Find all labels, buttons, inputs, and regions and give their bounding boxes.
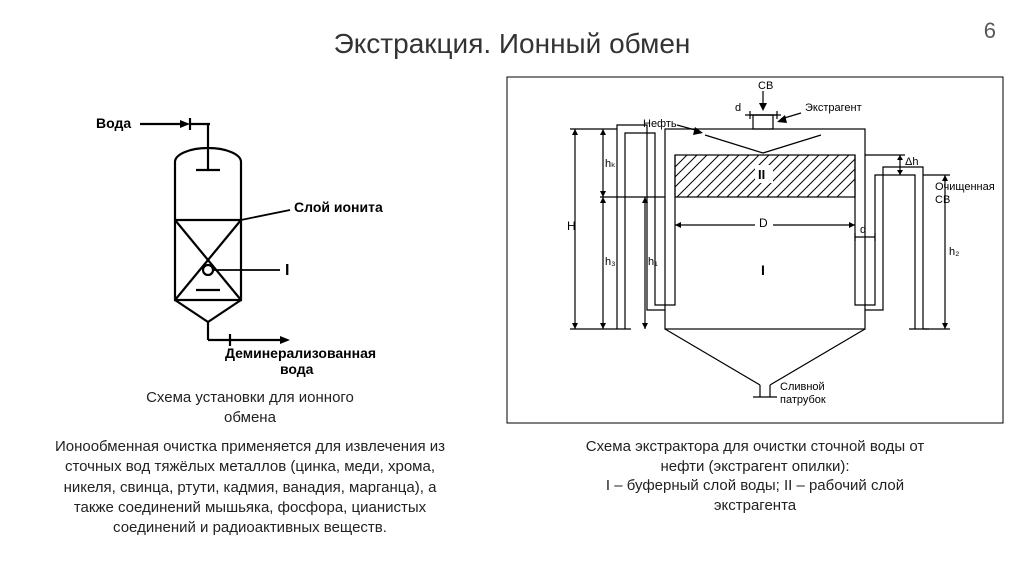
label-ionite-layer: Слой ионита <box>294 199 383 215</box>
left-caption-l2: обмена <box>224 409 276 426</box>
label-I: I <box>761 262 765 278</box>
label-hk: hₖ <box>605 158 616 170</box>
label-oil: Нефть <box>643 118 677 130</box>
label-purified1: Очищенная <box>935 181 995 193</box>
ion-exchange-diagram: Вода <box>40 90 460 380</box>
label-h3: h₃ <box>605 256 616 268</box>
left-caption: Схема установки для ионного обмена <box>40 388 460 427</box>
label-H: H <box>567 219 576 233</box>
left-column: Вода <box>40 90 460 538</box>
label-water-out-2: вода <box>280 361 314 377</box>
label-d-top: d <box>735 102 741 114</box>
label-II: II <box>758 167 765 182</box>
label-h2: h₂ <box>949 246 959 258</box>
label-drain2: патрубок <box>780 394 826 406</box>
left-body-text: Ионообменная очистка применяется для изв… <box>40 437 460 538</box>
right-caption-l2: нефти (экстрагент опилки): <box>661 458 850 475</box>
label-d-right: d <box>860 224 866 236</box>
right-column: СВ d Экстрагент Нефть <box>500 75 1010 525</box>
label-cb: СВ <box>758 80 773 92</box>
right-caption: Схема экстрактора для очистки сточной во… <box>500 437 1010 515</box>
label-h1: h₁ <box>648 256 658 268</box>
right-caption-l4: экстрагента <box>714 497 796 514</box>
label-D: D <box>759 216 768 230</box>
ion-exchange-svg: Вода <box>80 90 420 380</box>
label-water-out-1: Деминерализованная <box>225 345 376 361</box>
extractor-diagram: СВ d Экстрагент Нефть <box>500 75 1010 425</box>
right-caption-l1: Схема экстрактора для очистки сточной во… <box>586 438 924 455</box>
extractor-svg: СВ d Экстрагент Нефть <box>505 75 1005 425</box>
label-roman-one: I <box>285 262 289 279</box>
left-caption-l1: Схема установки для ионного <box>146 389 354 406</box>
label-extragent: Экстрагент <box>805 102 862 114</box>
right-caption-l3: I – буферный слой воды; II – рабочий сло… <box>606 477 904 494</box>
slide-title: Экстракция. Ионный обмен <box>0 28 1024 60</box>
label-water-in: Вода <box>96 115 131 131</box>
label-drain1: Сливной <box>780 381 825 393</box>
label-purified2: СВ <box>935 194 950 206</box>
label-deltah: Δh <box>905 156 918 168</box>
